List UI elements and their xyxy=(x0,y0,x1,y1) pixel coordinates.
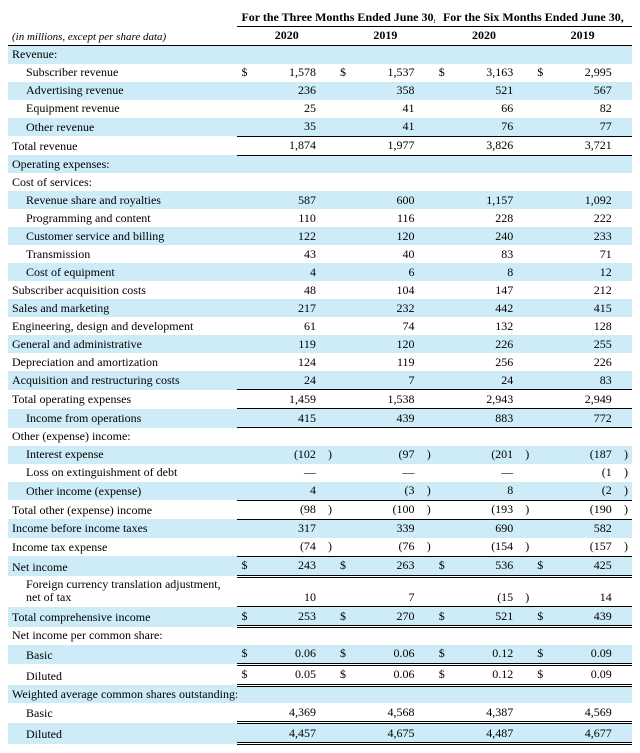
income-before-taxes-label: Income before income taxes xyxy=(8,519,237,538)
header-year-2020-0: 2020 xyxy=(237,26,336,45)
ni-per-share-head: Net income per common share: xyxy=(8,627,632,645)
other-revenue: Other revenue35417677 xyxy=(8,118,632,137)
transmission: Transmission43408371 xyxy=(8,245,632,263)
shares-diluted-label: Diluted xyxy=(8,723,237,744)
fx-translation-adj: Foreign currency translation adjustment,… xyxy=(8,576,632,607)
advertising-revenue-label: Advertising revenue xyxy=(8,82,237,100)
subscriber-acq-costs-label: Subscriber acquisition costs xyxy=(8,281,237,299)
sales-marketing-label: Sales and marketing xyxy=(8,299,237,317)
interest-expense: Interest expense(102)(97)(201)(187) xyxy=(8,446,632,464)
opex-head-label: Operating expenses: xyxy=(8,155,237,173)
acq-restructuring: Acquisition and restructuring costs24724… xyxy=(8,371,632,390)
ni-per-share-head-label: Net income per common share: xyxy=(8,627,237,645)
transmission-label: Transmission xyxy=(8,245,237,263)
total-opex: Total operating expenses1,4591,5382,9432… xyxy=(8,390,632,409)
income-from-ops-label: Income from operations xyxy=(8,409,237,428)
other-income-expense: Other income (expense)4(3)8(2) xyxy=(8,482,632,501)
eps-basic: Basic$0.06$0.06$0.12$0.09 xyxy=(8,645,632,665)
subscriber-acq-costs: Subscriber acquisition costs48104147212 xyxy=(8,281,632,299)
header-three-months: For the Three Months Ended June 30, xyxy=(237,8,434,26)
rev-share-label: Revenue share and royalties xyxy=(8,191,237,209)
header-year-2019-1: 2019 xyxy=(336,26,435,45)
weighted-avg-shares-head: Weighted average common shares outstandi… xyxy=(8,685,632,703)
income-statement-table: For the Three Months Ended June 30,For t… xyxy=(8,8,632,745)
loss-extinguishment-label: Loss on extinguishment of debt xyxy=(8,464,237,482)
header-group-row: For the Three Months Ended June 30,For t… xyxy=(8,8,632,26)
other-exp-inc-head-label: Other (expense) income: xyxy=(8,428,237,446)
income-from-ops: Income from operations415439883772 xyxy=(8,409,632,428)
rev-share: Revenue share and royalties5876001,1571,… xyxy=(8,191,632,209)
shares-basic: Basic4,3694,5684,3874,569 xyxy=(8,703,632,723)
subscriber-revenue: Subscriber revenue$1,578$1,537$3,163$2,9… xyxy=(8,64,632,82)
equipment-revenue: Equipment revenue25416682 xyxy=(8,100,632,118)
cost-of-equipment-label: Cost of equipment xyxy=(8,263,237,281)
cost-of-equipment: Cost of equipment46812 xyxy=(8,263,632,281)
gen-admin-label: General and administrative xyxy=(8,335,237,353)
header-year-2020-2: 2020 xyxy=(435,26,534,45)
total-revenue: Total revenue1,8741,9773,8263,721 xyxy=(8,136,632,155)
other-exp-inc-head: Other (expense) income: xyxy=(8,428,632,446)
eng-design-dev: Engineering, design and development61741… xyxy=(8,317,632,335)
cos-head: Cost of services: xyxy=(8,173,632,191)
dep-amort-label: Depreciation and amortization xyxy=(8,353,237,371)
weighted-avg-shares-head-label: Weighted average common shares outstandi… xyxy=(8,685,237,703)
income-tax-expense-label: Income tax expense xyxy=(8,538,237,557)
total-comprehensive-income-label: Total comprehensive income xyxy=(8,607,237,627)
programming: Programming and content110116228222 xyxy=(8,209,632,227)
programming-label: Programming and content xyxy=(8,209,237,227)
loss-extinguishment: Loss on extinguishment of debt———(1) xyxy=(8,464,632,482)
other-income-expense-label: Other income (expense) xyxy=(8,482,237,501)
total-other-exp-inc: Total other (expense) income(98)(100)(19… xyxy=(8,500,632,519)
eng-design-dev-label: Engineering, design and development xyxy=(8,317,237,335)
cos-head-label: Cost of services: xyxy=(8,173,237,191)
sales-marketing: Sales and marketing217232442415 xyxy=(8,299,632,317)
eps-diluted: Diluted$0.05$0.06$0.12$0.09 xyxy=(8,664,632,685)
dep-amort: Depreciation and amortization12411925622… xyxy=(8,353,632,371)
revenue-head: Revenue: xyxy=(8,45,632,64)
shares-basic-label: Basic xyxy=(8,703,237,723)
acq-restructuring-label: Acquisition and restructuring costs xyxy=(8,371,237,390)
per-share-note: (in millions, except per share data) xyxy=(8,26,237,45)
shares-diluted: Diluted4,4574,6754,4874,677 xyxy=(8,723,632,744)
other-revenue-label: Other revenue xyxy=(8,118,237,137)
customer-service-label: Customer service and billing xyxy=(8,227,237,245)
total-opex-label: Total operating expenses xyxy=(8,390,237,409)
net-income: Net income$243$263$536$425 xyxy=(8,556,632,576)
header-year-row: (in millions, except per share data)2020… xyxy=(8,26,632,45)
header-year-2019-3: 2019 xyxy=(533,26,632,45)
advertising-revenue: Advertising revenue236358521567 xyxy=(8,82,632,100)
net-income-label: Net income xyxy=(8,556,237,576)
income-before-taxes: Income before income taxes317339690582 xyxy=(8,519,632,538)
header-six-months: For the Six Months Ended June 30, xyxy=(435,8,632,26)
customer-service: Customer service and billing122120240233 xyxy=(8,227,632,245)
revenue-head-label: Revenue: xyxy=(8,45,237,64)
eps-diluted-label: Diluted xyxy=(8,664,237,685)
gen-admin: General and administrative119120226255 xyxy=(8,335,632,353)
opex-head: Operating expenses: xyxy=(8,155,632,173)
total-other-exp-inc-label: Total other (expense) income xyxy=(8,500,237,519)
fx-translation-adj-label: Foreign currency translation adjustment,… xyxy=(8,576,237,607)
subscriber-revenue-label: Subscriber revenue xyxy=(8,64,237,82)
eps-basic-label: Basic xyxy=(8,645,237,665)
equipment-revenue-label: Equipment revenue xyxy=(8,100,237,118)
total-revenue-label: Total revenue xyxy=(8,136,237,155)
interest-expense-label: Interest expense xyxy=(8,446,237,464)
total-comprehensive-income: Total comprehensive income$253$270$521$4… xyxy=(8,607,632,627)
income-tax-expense: Income tax expense(74)(76)(154)(157) xyxy=(8,538,632,557)
